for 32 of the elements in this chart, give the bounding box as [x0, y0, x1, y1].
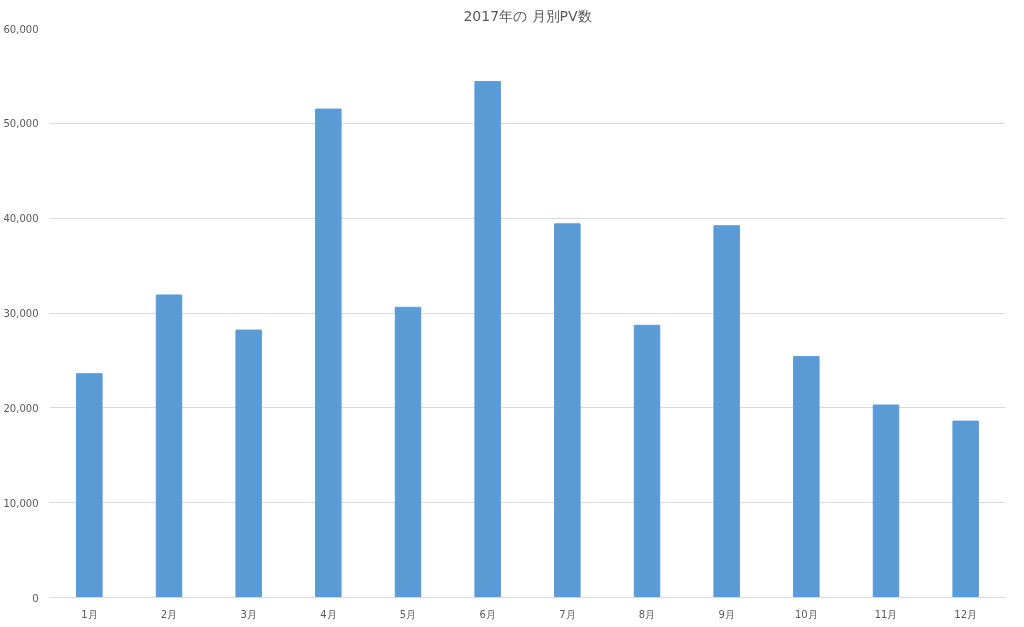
y-tick-label: 60,000 [3, 23, 39, 35]
x-tick-label: 8月 [638, 608, 656, 620]
x-tick-label: 11月 [874, 608, 898, 620]
y-tick-label: 30,000 [3, 308, 39, 319]
x-tick-label: 4月 [320, 608, 337, 620]
bar [315, 108, 342, 598]
bar [394, 306, 422, 598]
x-tick-label: 3月 [240, 608, 257, 620]
x-tick-label: 7月 [559, 608, 576, 620]
bar [76, 373, 103, 598]
bar [872, 404, 900, 598]
x-tick-label: 12月 [954, 608, 978, 620]
y-tick-label: 40,000 [3, 213, 39, 225]
bar [713, 225, 740, 598]
y-tick-label: 50,000 [3, 118, 39, 130]
x-tick-label: 1月 [81, 608, 98, 620]
bar [952, 420, 979, 598]
y-tick-label: 0 [32, 592, 39, 604]
bar [793, 356, 820, 598]
x-tick-label: 5月 [399, 608, 417, 620]
x-tick-label: 10月 [794, 608, 818, 620]
bar [554, 223, 581, 598]
bar [155, 294, 183, 598]
y-tick-label: 20,000 [3, 402, 39, 414]
bar [235, 329, 262, 598]
bar [474, 81, 501, 598]
y-tick-label: 10,000 [3, 497, 39, 509]
x-tick-label: 2月 [160, 608, 178, 620]
x-tick-label: 9月 [718, 608, 735, 620]
bar [633, 324, 661, 598]
x-tick-label: 6月 [479, 608, 496, 620]
chart-title: 2017年の 月別PV数 [463, 7, 592, 24]
